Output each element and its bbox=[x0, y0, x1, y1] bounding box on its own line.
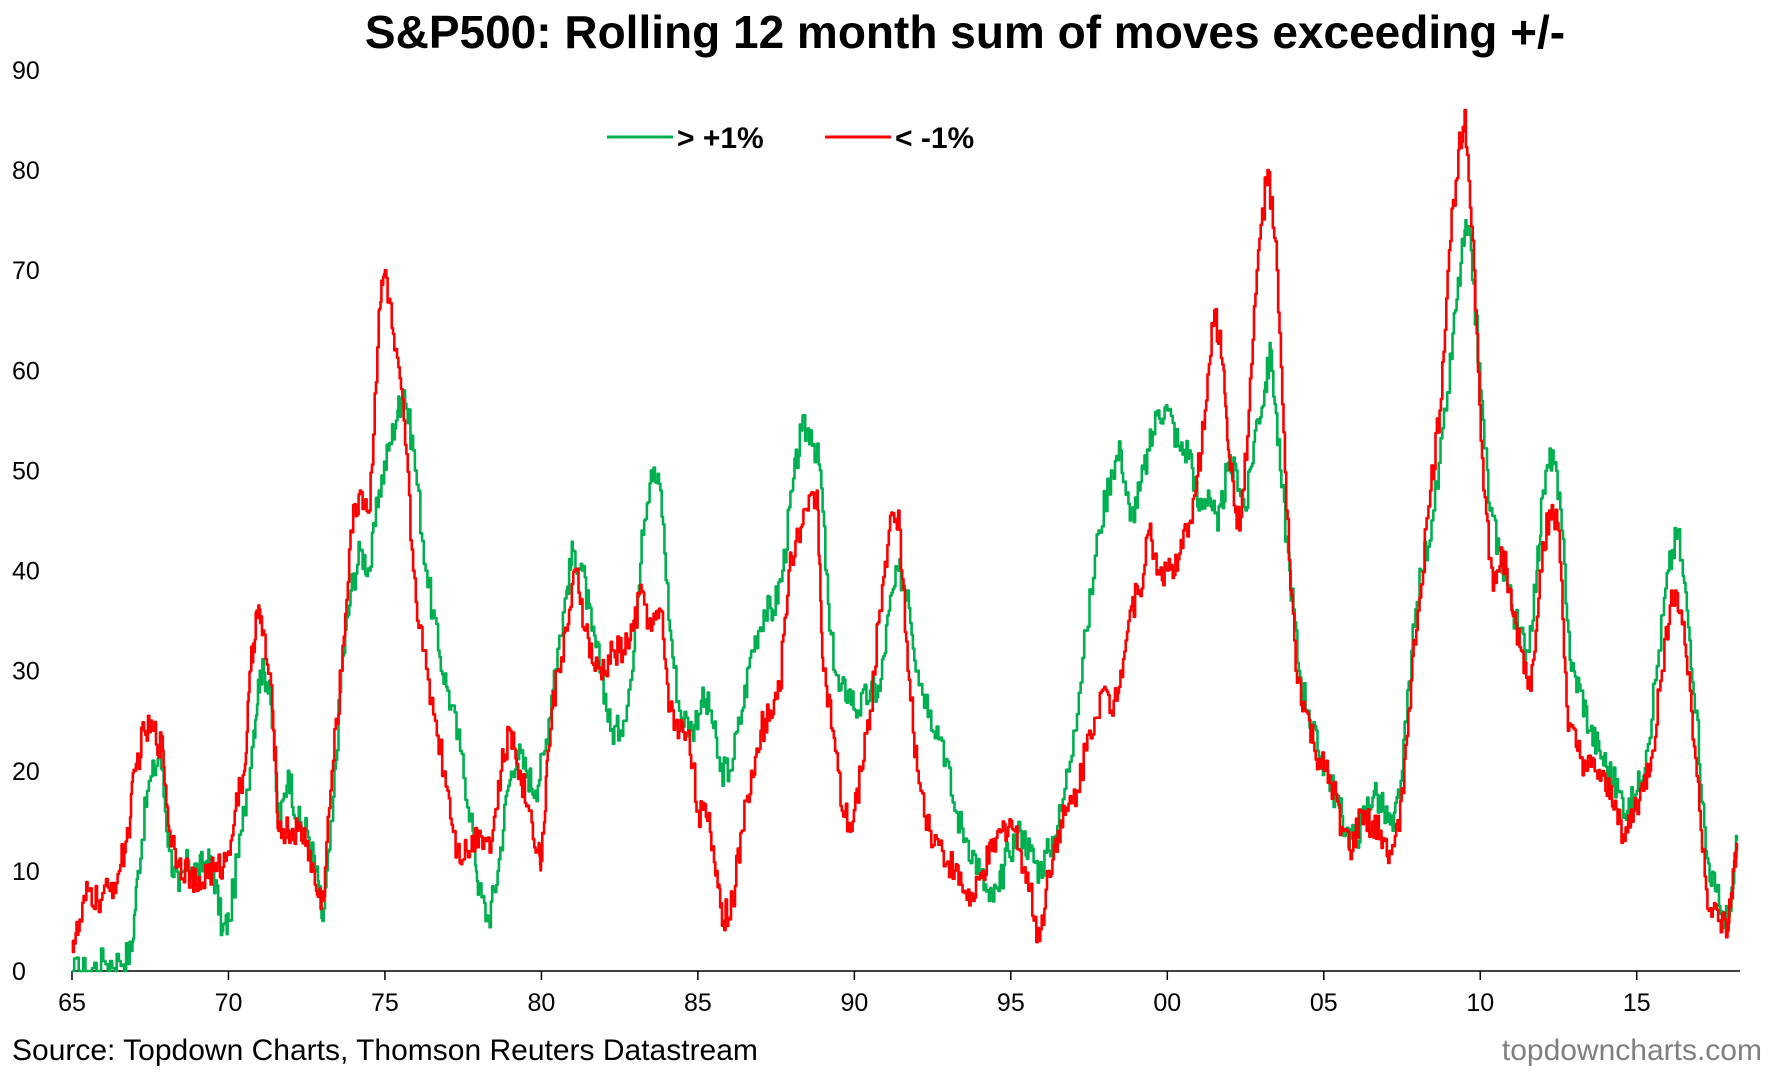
y-axis-tick-labels: 0 10 20 30 40 50 60 70 80 90 bbox=[12, 57, 40, 986]
x-axis-tick-labels: 65 70 75 80 85 90 95 00 05 10 15 bbox=[58, 989, 1651, 1017]
y-tick-label: 80 bbox=[12, 157, 40, 185]
y-tick-label: 10 bbox=[12, 858, 40, 886]
x-axis-tick-marks bbox=[71, 971, 1638, 980]
legend-label-positive: > +1% bbox=[677, 122, 764, 155]
x-tick-label: 00 bbox=[1153, 989, 1181, 1017]
y-tick-label: 50 bbox=[12, 457, 40, 485]
x-tick-label: 15 bbox=[1623, 989, 1651, 1017]
series-line-negative-moves bbox=[71, 108, 1739, 954]
legend: > +1% < -1% bbox=[607, 122, 974, 155]
x-tick-label: 80 bbox=[528, 989, 556, 1017]
y-tick-label: 0 bbox=[12, 958, 26, 986]
chart-title: S&P500: Rolling 12 month sum of moves ex… bbox=[365, 6, 1565, 58]
y-tick-label: 70 bbox=[12, 257, 40, 285]
y-tick-label: 20 bbox=[12, 758, 40, 786]
legend-label-negative: < -1% bbox=[895, 122, 974, 155]
x-tick-label: 90 bbox=[840, 989, 868, 1017]
x-tick-label: 10 bbox=[1466, 989, 1494, 1017]
y-tick-label: 60 bbox=[12, 357, 40, 385]
series-lines bbox=[71, 108, 1739, 973]
x-tick-label: 85 bbox=[684, 989, 712, 1017]
x-tick-label: 75 bbox=[371, 989, 399, 1017]
y-tick-label: 40 bbox=[12, 558, 40, 586]
x-tick-label: 95 bbox=[997, 989, 1025, 1017]
x-tick-label: 65 bbox=[58, 989, 86, 1017]
y-tick-label: 30 bbox=[12, 658, 40, 686]
x-tick-label: 70 bbox=[215, 989, 243, 1017]
watermark: topdowncharts.com bbox=[1502, 1034, 1762, 1067]
source-note: Source: Topdown Charts, Thomson Reuters … bbox=[12, 1034, 758, 1067]
y-tick-label: 90 bbox=[12, 57, 40, 85]
x-tick-label: 05 bbox=[1310, 989, 1338, 1017]
